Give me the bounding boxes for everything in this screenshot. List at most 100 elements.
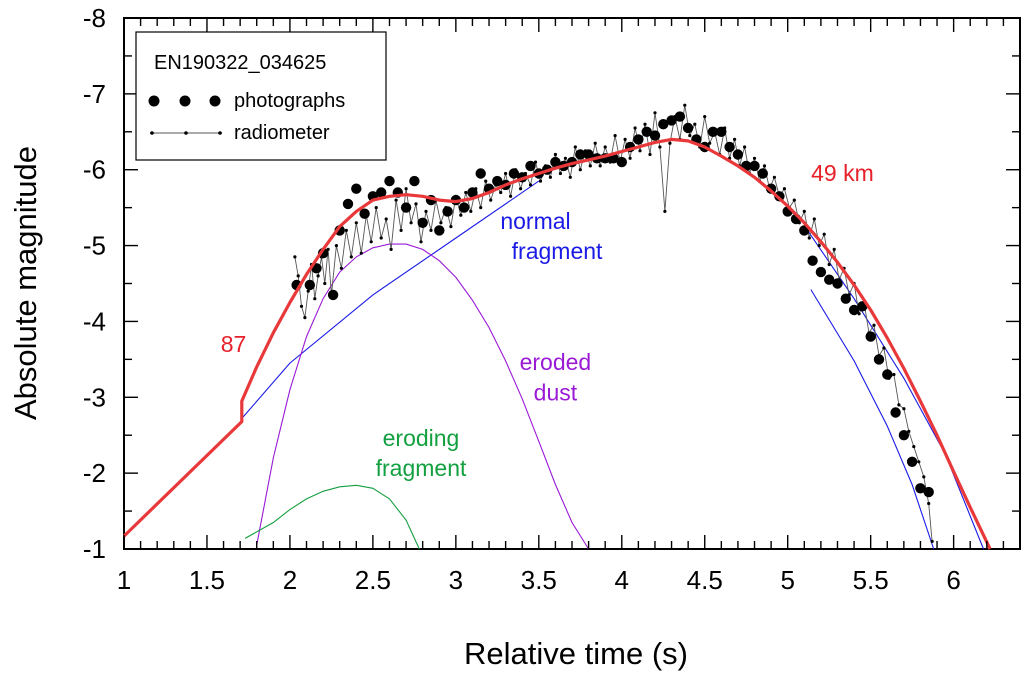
x-tick-label: 5.5 xyxy=(853,565,889,595)
radiometer-point xyxy=(648,152,652,157)
series-line-normal-fragment-rise xyxy=(241,180,540,419)
legend-box xyxy=(135,31,387,161)
x-tick-label: 4.5 xyxy=(687,565,723,595)
radiometer-point xyxy=(653,111,657,115)
y-tick-label: -8 xyxy=(83,3,106,33)
x-tick-label: 4 xyxy=(615,565,629,595)
radiometer-point xyxy=(573,145,577,149)
radiometer-point xyxy=(439,221,443,225)
photograph-point xyxy=(724,141,735,153)
photograph-point xyxy=(417,217,428,228)
radiometer-point xyxy=(882,346,886,350)
photograph-point xyxy=(674,111,686,122)
photograph-point xyxy=(458,202,470,213)
radiometer-point xyxy=(389,247,393,251)
radiometer-point xyxy=(897,403,901,407)
radiometer-point xyxy=(663,209,667,213)
radiometer-point xyxy=(762,164,767,168)
photograph-point xyxy=(351,183,362,194)
photograph-point xyxy=(359,208,370,219)
radiometer-point xyxy=(807,236,811,240)
photograph-point xyxy=(633,134,644,145)
radiometer-point xyxy=(293,255,297,259)
photograph-point xyxy=(342,198,354,210)
radiometer-point xyxy=(339,266,343,270)
radiometer-point xyxy=(394,198,398,202)
y-tick-label: -5 xyxy=(83,231,106,261)
radiometer-point xyxy=(792,198,796,202)
legend-title: EN190322_034625 xyxy=(154,52,326,74)
radiometer-point xyxy=(553,152,558,157)
radiometer-point xyxy=(404,187,408,191)
radiometer-point xyxy=(419,240,423,244)
legend: EN190322_034625 photographs radiometer xyxy=(135,31,387,161)
radiometer-point xyxy=(912,445,916,449)
photograph-point xyxy=(716,126,727,137)
radiometer-point xyxy=(323,281,327,286)
photograph-point xyxy=(848,304,860,316)
radiometer-point xyxy=(479,206,483,210)
radiometer-point xyxy=(568,175,572,179)
radiometer-point xyxy=(519,187,523,191)
legend-label-radiometer: radiometer xyxy=(234,122,330,144)
radiometer-point xyxy=(299,304,304,308)
radiometer-point xyxy=(578,168,582,172)
photograph-point xyxy=(873,354,885,365)
photograph-point xyxy=(442,206,453,217)
radiometer-point xyxy=(354,221,358,225)
radiometer-point xyxy=(917,460,921,464)
series-line-eroded-dust xyxy=(256,243,590,550)
radiometer-point xyxy=(872,323,876,327)
photograph-point xyxy=(467,187,478,198)
ticks-layer: 1 1.5 2 2.5 3 3.5 4 4.5 5 5.5 6 -1 -2 -3 -4 -5 -6 -7 -8 xyxy=(83,3,1021,595)
photograph-point xyxy=(376,187,387,198)
radiometer-point xyxy=(349,255,353,259)
radiometer-point xyxy=(384,217,388,221)
radiometer-point xyxy=(558,171,563,176)
annotation-label: normal xyxy=(500,208,570,234)
x-tick-label: 6 xyxy=(946,565,960,595)
photograph-point xyxy=(915,483,926,494)
radiometer-point xyxy=(424,209,428,213)
photograph-point xyxy=(840,293,851,304)
photograph-point xyxy=(525,160,536,172)
x-tick-label: 2.5 xyxy=(355,565,391,595)
annotation-label: eroding xyxy=(383,425,460,451)
radiometer-point xyxy=(504,171,508,176)
radiometer-point xyxy=(429,228,433,232)
radiometer-point xyxy=(930,539,934,544)
radiometer-point xyxy=(414,202,418,206)
photograph-point xyxy=(682,122,694,134)
radiometer-point xyxy=(613,134,617,138)
legend-marker-radiometer xyxy=(150,131,222,135)
radiometer-point xyxy=(359,251,363,255)
radiometer-point xyxy=(334,244,338,248)
radiometer-point xyxy=(306,289,310,293)
radiometer-point xyxy=(316,274,320,278)
radiometer-point xyxy=(464,190,468,195)
photograph-point xyxy=(649,130,661,141)
photograph-point xyxy=(890,407,901,418)
photograph-point xyxy=(666,115,677,126)
x-tick-label: 3 xyxy=(449,565,463,595)
photograph-point xyxy=(707,126,719,137)
radiometer-point xyxy=(449,225,453,229)
radiometer-point xyxy=(588,164,592,168)
photograph-point xyxy=(409,175,420,187)
annotation-label: 49 km xyxy=(811,160,874,186)
radiometer-point xyxy=(409,221,413,225)
radiometer-point xyxy=(459,213,463,217)
photograph-point xyxy=(434,225,445,236)
y-tick-label: -6 xyxy=(83,155,106,185)
series-line-model-total xyxy=(122,137,992,550)
radiometer-point xyxy=(623,137,627,141)
radiometer-point xyxy=(603,145,607,149)
annotation-label: fragment xyxy=(512,238,603,264)
radiometer-point xyxy=(832,247,836,251)
series-line-normal-fragment-fall-steep xyxy=(810,289,935,550)
annotations-layer: 87 49 km normal fragment eroded dust eroding fr… xyxy=(221,160,874,481)
series-line-eroding-fragment xyxy=(244,484,420,550)
photograph-point xyxy=(732,149,744,160)
photograph-point xyxy=(658,119,669,130)
radiometer-point xyxy=(369,240,373,244)
